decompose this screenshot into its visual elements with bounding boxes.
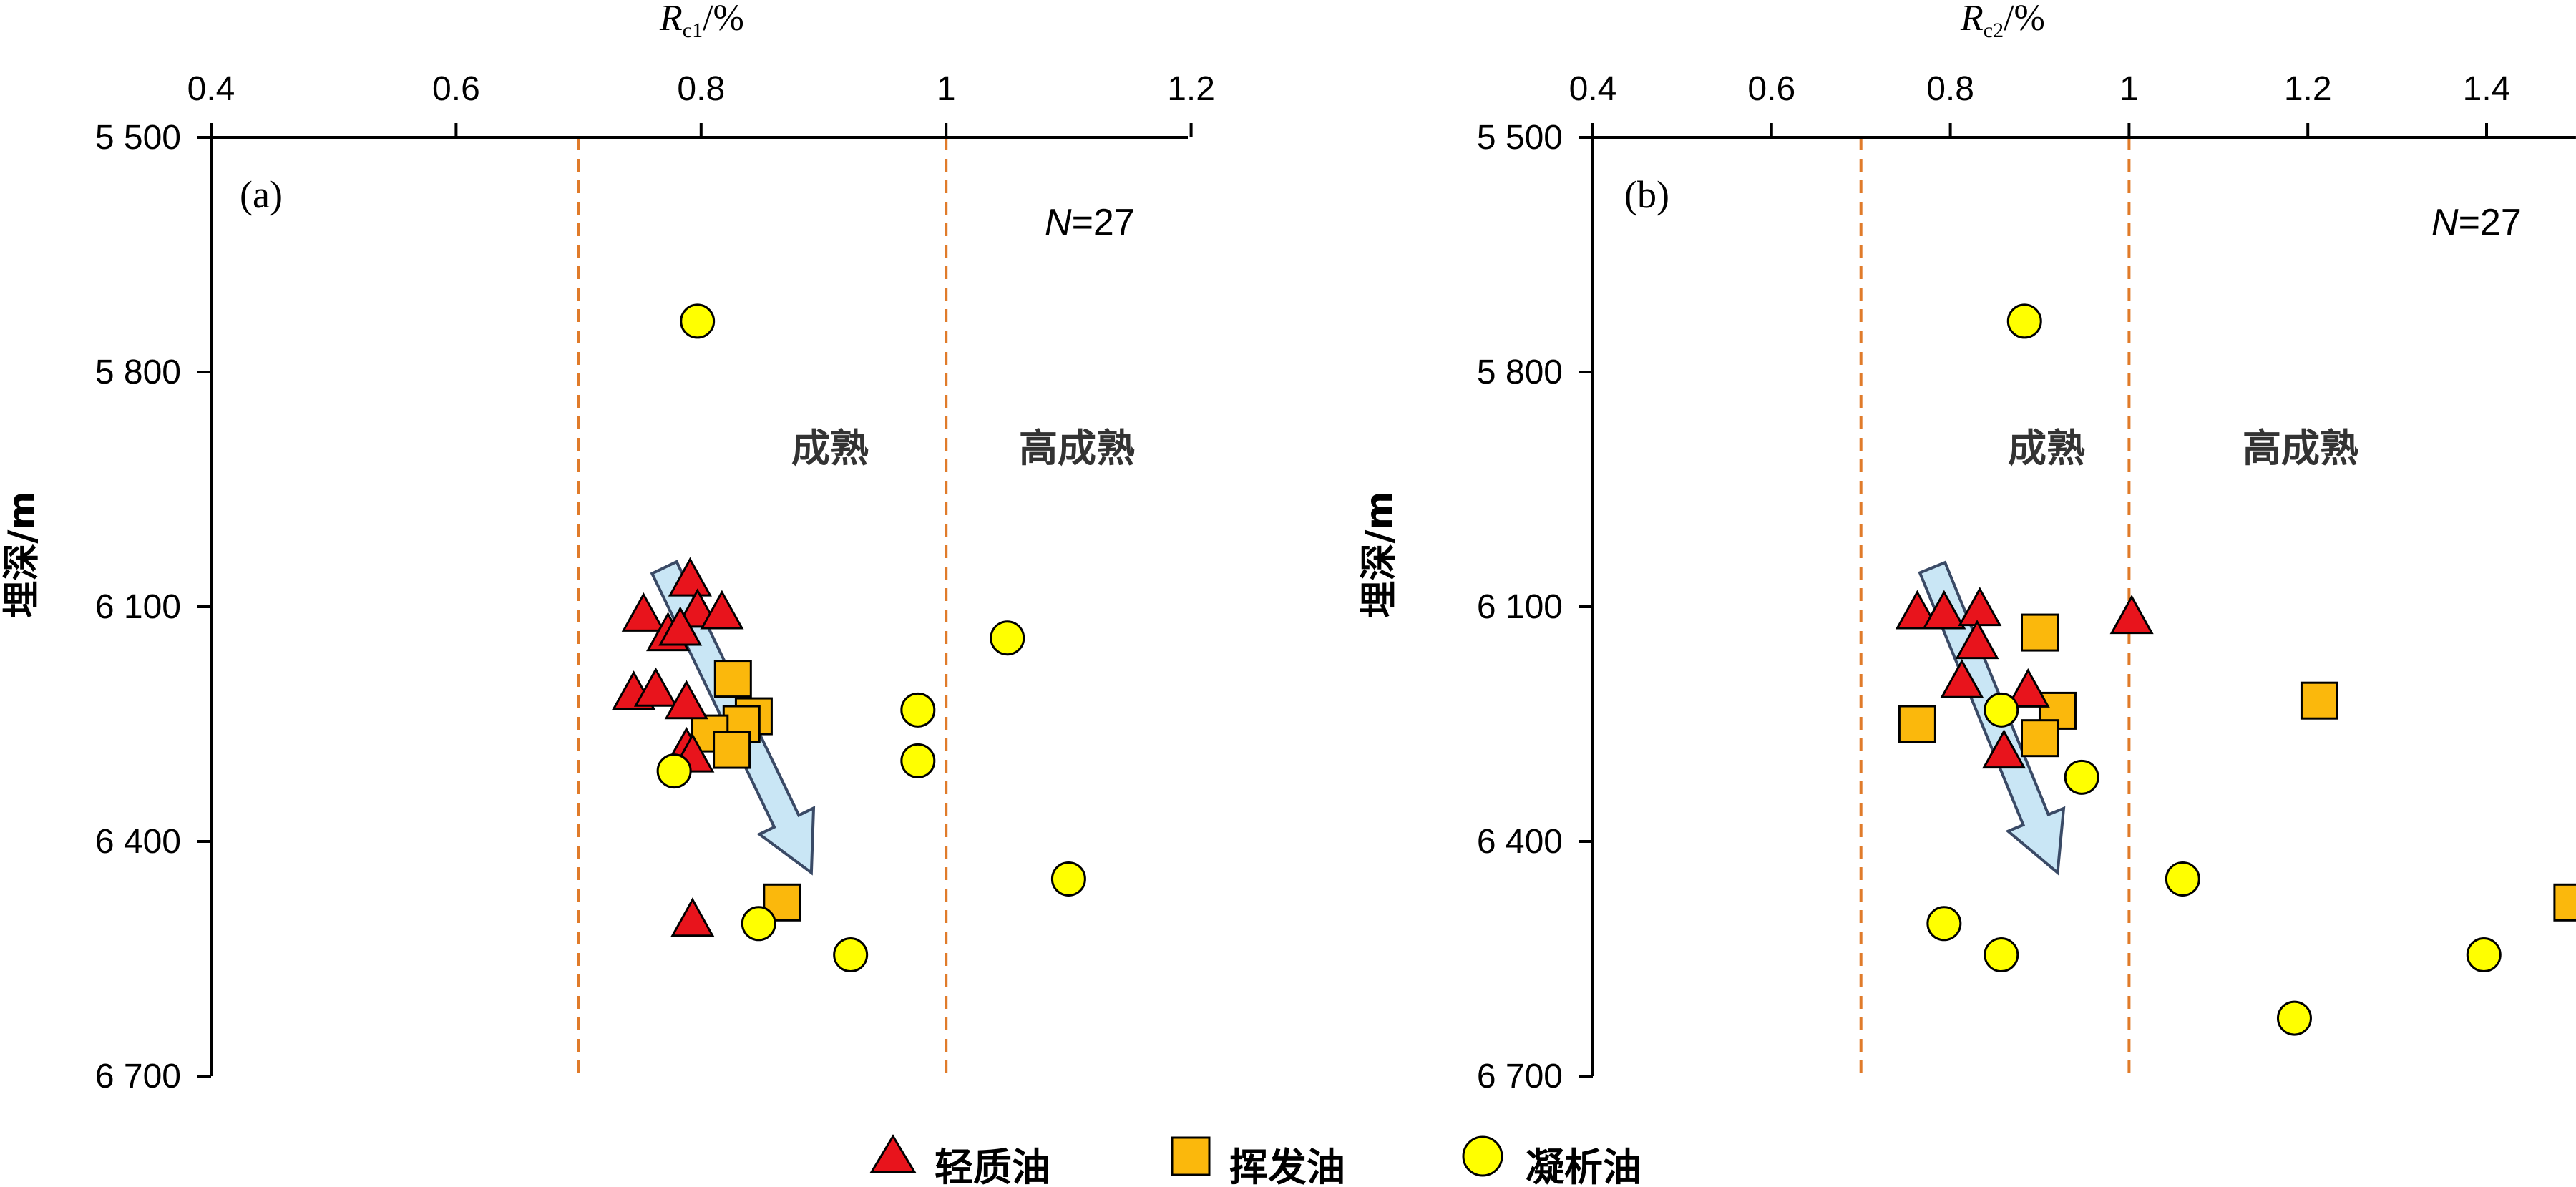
panel-a-n-letter: N [1045,202,1072,243]
panel-b-circle-point-2 [2064,759,2099,795]
panel-b-triangle-point-2 [1958,587,2002,627]
panel-b-y-tick-label-1: 5 800 [1477,353,1563,391]
legend-label-light-oil: 轻质油 [935,1145,1050,1187]
panel-b-y-tick-label-2: 6 100 [1477,588,1563,626]
panel-a-y-tick-label-1: 5 800 [95,353,181,391]
panel-b-y-axis-title: 埋深/m [1358,491,1401,617]
panel-b-n-value: =27 [2459,202,2522,243]
panel-a-circle-point-2 [741,906,776,942]
panel-a-triangle-point-3 [700,590,744,630]
panel-a-x-tick-label-4: 1.2 [1167,70,1215,108]
panel-b-x-title-unit: /% [2004,0,2045,39]
panel-a-n-value: =27 [1072,202,1135,243]
panel-a-plot-layer: 0.4 0.6 0.8 1 1.2 5 500 5 800 6 100 6 400 6 700 [95,70,1215,1095]
legend-triangle-marker [869,1134,917,1173]
panel-a-circle-point-1 [656,753,692,789]
panel-a-x-title-main: R [659,0,683,39]
panel-a-zone-mature: 成熟 [791,426,869,471]
panel-b-square-point-4 [2300,681,2338,720]
panel-a-y-axis-title: 埋深/m [1,491,44,617]
panel-a-circle-point-5 [900,743,936,778]
legend-item-condensate: 凝析油 [1462,1135,1641,1187]
panel-a-y-tick-label-3: 6 400 [95,823,181,861]
panel-b-n-count: N=27 [2431,202,2522,243]
panel-a-y-tick-label-4: 6 700 [95,1057,181,1095]
panel-a-circle-point-0 [680,303,716,339]
panel-b: 0.4 0.6 0.8 1 1.2 1.4 5 500 5 800 6 100 6 400 6 70… [1358,0,2576,1095]
panel-b-square-point-5 [2553,883,2576,922]
panel-a-circle-point-3 [833,937,869,973]
panel-b-x-tick-label-5: 1.4 [2463,70,2511,108]
panel-a-x-title-sub: c1 [683,19,703,42]
panel-b-plot-layer: 0.4 0.6 0.8 1 1.2 1.4 5 500 5 800 6 100 6 400 6 70… [1477,70,2576,1095]
panel-b-label: (b) [1624,173,1669,216]
panel-b-triangle-point-3 [1955,620,1999,660]
panel-b-x-tick-label-4: 1.2 [2284,70,2332,108]
panel-b-x-tick-label-1: 0.6 [1747,70,1795,108]
panel-a-circle-point-7 [1050,861,1086,897]
panel-a-circle-point-4 [900,692,936,728]
panel-a-x-tick-label-1: 0.6 [432,70,480,108]
panel-a-y-tick-label-0: 5 500 [95,119,181,157]
panel-a-circle-point-6 [990,620,1025,656]
panel-a-triangle-point-8 [664,680,708,720]
panel-b-x-tick-label-3: 1 [2119,70,2139,108]
panel-b-x-title-sub: c2 [1984,19,2004,42]
panel-b-n-letter: N [2431,202,2459,243]
panel-b-x-tick-label-2: 0.8 [1926,70,1974,108]
panel-a-triangle-point-1 [621,592,665,632]
panel-a-triangle-point-7 [633,667,678,707]
panel-b-x-tick-label-0: 0.4 [1569,70,1617,108]
panel-a-triangle-point-5 [658,606,703,646]
panel-b-triangle-point-6 [1981,729,2026,769]
legend-label-volatile-oil: 挥发油 [1229,1145,1345,1187]
panel-b-y-tick-label-4: 6 700 [1477,1057,1563,1095]
panel-b-zone-mature: 成熟 [2008,426,2085,471]
panel-b-triangle-point-1 [1922,590,1966,630]
panel-b-triangle-point-4 [1940,658,1984,698]
panel-a-zone-high-mature: 高成熟 [1019,426,1135,471]
panel-b-circle-point-7 [2466,937,2502,973]
panel-a-x-title-unit: /% [703,0,744,39]
panel-b-circle-point-3 [1926,906,1962,942]
legend-item-light-oil: 轻质油 [869,1134,1050,1187]
panel-b-circle-point-6 [2276,1000,2312,1036]
panel-b-y-tick-label-3: 6 400 [1477,823,1563,861]
panel-b-x-title-main: R [1960,0,1984,39]
legend-item-volatile-oil: 挥发油 [1171,1136,1345,1187]
legend-square-marker [1171,1136,1211,1176]
panel-a-square-point-5 [763,883,801,922]
legend: 轻质油 挥发油 凝析油 [869,1134,1641,1187]
panel-b-triangle-point-7 [2109,595,2154,635]
panel-b-square-point-0 [2021,613,2059,652]
panel-a-square-point-0 [713,660,752,698]
panel-b-circle-point-5 [2165,861,2200,897]
panel-b-triangle-point-0 [1895,590,1939,630]
panel-a: 0.4 0.6 0.8 1 1.2 5 500 5 800 6 100 6 400 6 700 (… [1,0,1215,1095]
panel-b-circle-point-1 [1984,692,2019,728]
panel-a-n-count: N=27 [1045,202,1135,243]
panel-a-x-tick-label-3: 1 [937,70,956,108]
panel-b-x-axis-title: Rc2/% [1960,0,2045,42]
panel-b-zone-high-mature: 高成熟 [2243,426,2358,471]
panel-b-y-tick-label-0: 5 500 [1477,119,1563,157]
panel-a-y-tick-label-2: 6 100 [95,588,181,626]
legend-circle-marker [1462,1135,1503,1177]
panel-b-circle-point-0 [2006,303,2042,339]
panel-a-x-tick-label-0: 0.4 [187,70,235,108]
panel-a-triangle-point-0 [668,557,712,597]
panel-a-triangle-point-11 [670,897,715,937]
panel-a-x-tick-label-2: 0.8 [677,70,725,108]
panel-b-circle-point-4 [1984,937,2019,973]
panel-a-x-axis-title: Rc1/% [659,0,744,42]
panel-b-square-point-3 [2021,719,2059,758]
panel-b-triangle-point-5 [2006,668,2050,708]
panel-a-square-point-4 [713,731,751,769]
panel-a-label: (a) [240,173,283,216]
legend-label-condensate: 凝析油 [1526,1145,1641,1187]
panel-b-square-point-1 [1898,705,1936,743]
